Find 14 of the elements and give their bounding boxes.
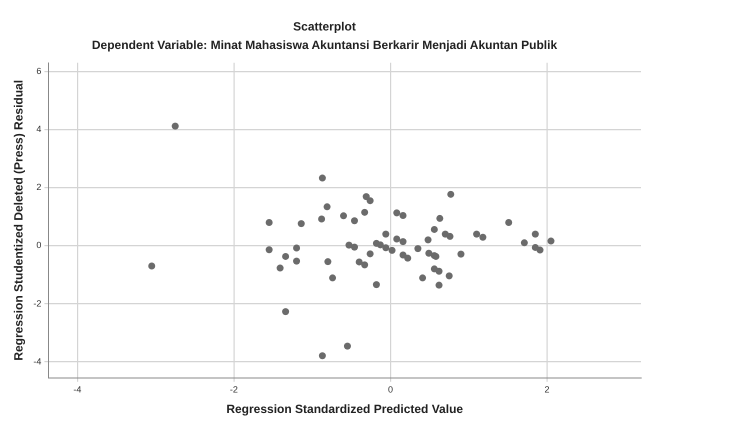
y-axis-title: Regression Studentized Deleted (Press) Residual (12, 80, 26, 361)
y-tick-label: 2 (36, 182, 42, 192)
x-tick-label: 0 (388, 384, 394, 395)
y-tick-label: 6 (36, 66, 42, 76)
x-tick-label: -2 (230, 384, 238, 395)
y-tick-label: 0 (36, 240, 42, 250)
x-tick-label: -4 (73, 384, 82, 395)
y-tick-label: -2 (33, 298, 42, 308)
chart-title: Scatterplot (293, 20, 356, 34)
x-axis-title: Regression Standardized Predicted Value (226, 402, 464, 416)
y-tick-label: 4 (36, 124, 42, 134)
y-tick-label: -4 (33, 356, 42, 366)
chart-subtitle: Dependent Variable: Minat Mahasiswa Akuntansi Berkarir Menjadi Akuntan Publik (92, 38, 558, 52)
x-tick-label: 2 (544, 384, 550, 395)
